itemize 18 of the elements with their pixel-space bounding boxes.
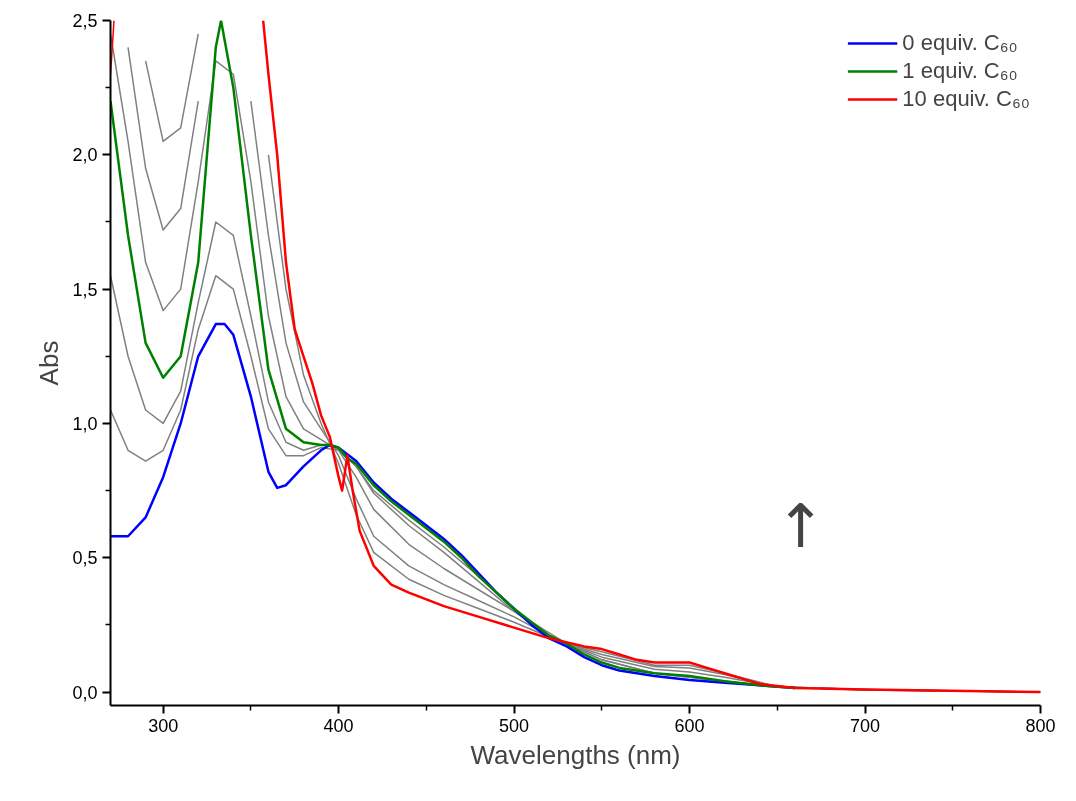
y-axis-title: Abs	[34, 340, 65, 386]
legend-label: 0 equiv. C₆₀	[902, 30, 1018, 56]
x-tick-label: 800	[1025, 715, 1056, 736]
y-tick-label: 1,0	[72, 413, 98, 434]
x-tick-label: 300	[148, 715, 179, 736]
x-tick-label: 400	[323, 715, 354, 736]
y-tick-label: 0,5	[72, 548, 98, 569]
y-tick-label: 0,0	[72, 682, 98, 703]
legend-label: 1 equiv. C₆₀	[902, 58, 1018, 84]
annotation: ↑	[775, 490, 826, 561]
y-tick-label: 2,0	[72, 145, 98, 166]
x-tick-label: 700	[850, 715, 881, 736]
x-tick-label: 600	[674, 715, 705, 736]
legend-label: 10 equiv. C₆₀	[902, 86, 1030, 112]
x-axis-title: Wavelengths (nm)	[470, 739, 681, 770]
y-tick-label: 1,5	[72, 279, 98, 300]
y-tick-label: 2,5	[72, 11, 98, 31]
x-tick-label: 500	[499, 715, 530, 736]
